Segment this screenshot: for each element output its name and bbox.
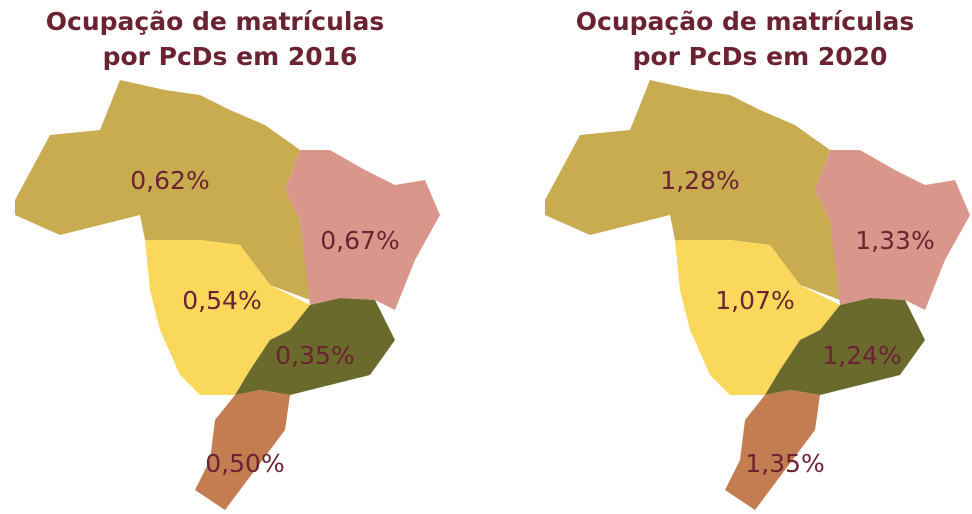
map: Ocupação de matrículas por PcDs em 2016 … [15,7,440,510]
title-line: Ocupação de matrículas [576,7,914,36]
title-line: por PcDs em 2020 [633,42,888,71]
region-label: 0,67% [320,226,399,255]
region-label: 1,35% [745,449,824,478]
title-line: Ocupação de matrículas [46,7,384,36]
region-label: 0,35% [275,341,354,370]
region-label: 1,07% [715,286,794,315]
region-label: 0,54% [182,286,261,315]
region-label: 0,62% [130,166,209,195]
title-line: por PcDs em 2016 [103,42,358,71]
region-label: 0,50% [205,449,284,478]
map: Ocupação de matrículas por PcDs em 2020 … [545,7,970,510]
region-label: 1,33% [855,226,934,255]
region-label: 1,24% [822,341,901,370]
region-label: 1,28% [660,166,739,195]
